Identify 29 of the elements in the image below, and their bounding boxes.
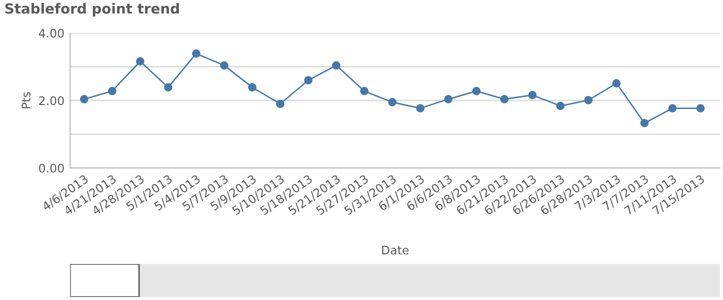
point [332, 61, 340, 70]
point [136, 57, 144, 66]
point [360, 86, 368, 96]
point [304, 76, 312, 84]
point [388, 98, 396, 106]
point [80, 94, 88, 104]
point [248, 83, 256, 92]
point [528, 90, 537, 100]
point [416, 104, 424, 112]
chart-title: Stableford point trend [5, 3, 179, 16]
point [472, 86, 481, 96]
y-axis-title: Pts [22, 92, 30, 108]
point [108, 86, 116, 96]
y-tick-label: 4.00 [38, 28, 64, 38]
point [500, 94, 509, 104]
point [696, 104, 705, 112]
point [220, 61, 228, 70]
y-tick-label: 0.00 [39, 164, 64, 173]
point [164, 83, 172, 92]
x-axis-title: Date [382, 246, 409, 255]
point [612, 79, 621, 88]
point [640, 118, 649, 128]
point [444, 94, 453, 104]
point [556, 102, 565, 110]
y-tick-label: 2.00 [39, 96, 64, 106]
point [276, 100, 284, 108]
point [668, 104, 677, 112]
point [584, 96, 593, 104]
point [192, 49, 200, 58]
